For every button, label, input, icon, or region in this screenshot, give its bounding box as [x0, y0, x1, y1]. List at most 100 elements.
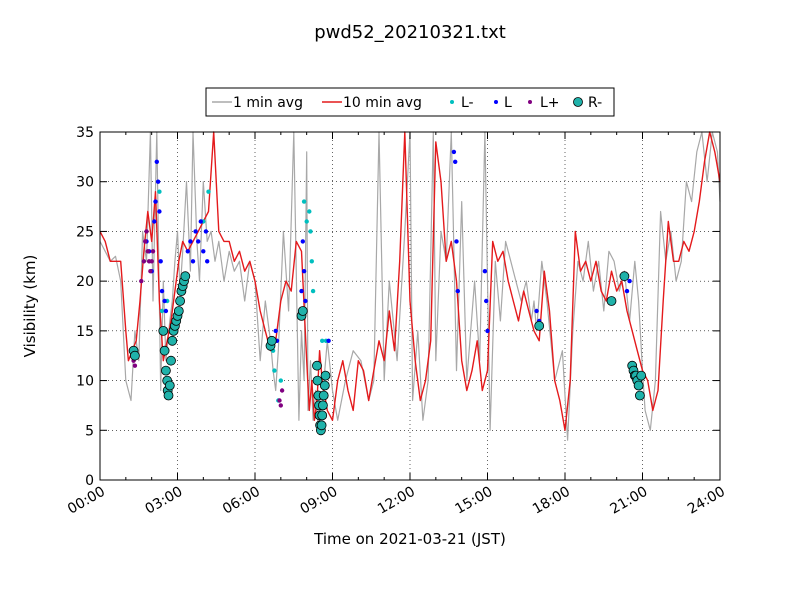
point-R-	[180, 271, 191, 282]
point-L	[484, 298, 489, 304]
y-tick-label: 30	[76, 175, 94, 191]
point-L-	[301, 199, 307, 204]
point-R-	[175, 296, 186, 306]
point-L+	[279, 388, 285, 393]
point-R-	[129, 350, 140, 361]
point-R-	[319, 380, 330, 391]
point-L+	[278, 403, 283, 408]
point-L-	[309, 259, 314, 264]
point-L	[454, 239, 459, 244]
legend: 1 min avg 10 min avg L- L L+ R-	[205, 87, 615, 117]
point-L	[198, 219, 203, 224]
legend-label-10min: 10 min avg	[343, 95, 422, 111]
legend-frame	[205, 87, 615, 117]
point-R-	[317, 400, 328, 411]
point-R-	[166, 355, 176, 366]
y-tick-label: 35	[76, 125, 94, 141]
point-L+	[277, 398, 282, 403]
point-R-	[619, 271, 630, 282]
legend-label-1min: 1 min avg	[233, 95, 303, 111]
legend-label-l-plus: L+	[540, 95, 560, 111]
y-axis-label: Visibility (km)	[21, 255, 39, 358]
point-R-	[320, 370, 331, 381]
legend-swatch-r-minus	[573, 97, 583, 107]
point-L	[627, 278, 632, 284]
point-R-	[636, 370, 647, 381]
y-tick-label: 10	[76, 374, 94, 390]
point-R-	[312, 375, 323, 386]
point-L-	[320, 338, 325, 343]
point-L-	[206, 189, 211, 194]
point-L	[193, 229, 198, 234]
point-R-	[158, 325, 169, 336]
point-L+	[145, 249, 150, 254]
point-R-	[633, 380, 644, 391]
point-R-	[159, 345, 170, 356]
point-R-	[635, 390, 645, 401]
point-L	[196, 239, 201, 244]
y-tick-label: 0	[85, 473, 94, 489]
point-L+	[143, 239, 148, 244]
point-L	[455, 288, 460, 294]
point-L-	[278, 378, 283, 383]
point-L	[185, 249, 190, 254]
point-R-	[173, 306, 184, 316]
point-L	[482, 269, 488, 274]
point-L	[303, 298, 308, 304]
point-L	[485, 328, 490, 334]
point-L+	[149, 259, 154, 264]
point-L	[153, 199, 158, 204]
point-R-	[316, 420, 327, 431]
point-L	[453, 159, 458, 164]
point-L	[451, 149, 457, 155]
point-L	[159, 288, 165, 294]
point-L+	[139, 278, 144, 284]
point-L-	[308, 229, 313, 234]
legend-label-l: L	[504, 95, 512, 111]
point-L	[154, 159, 159, 164]
point-R-	[606, 296, 617, 306]
point-L	[534, 308, 539, 314]
point-L+	[144, 229, 149, 234]
point-R-	[164, 380, 175, 391]
y-tick-label: 25	[76, 224, 94, 240]
point-L	[188, 239, 193, 244]
point-L	[273, 328, 278, 334]
point-R-	[317, 410, 328, 421]
point-L	[190, 259, 196, 264]
point-L-	[157, 189, 162, 194]
legend-label-r-minus: R-	[588, 95, 602, 111]
point-R-	[297, 306, 308, 316]
point-L+	[150, 249, 156, 254]
legend-swatch-l-minus	[450, 100, 454, 104]
grid	[100, 132, 720, 480]
point-L+	[141, 259, 147, 264]
point-L	[158, 259, 163, 264]
y-tick-label: 20	[76, 274, 94, 290]
legend-swatch-l-plus	[528, 100, 532, 104]
point-L	[157, 209, 162, 214]
legend-label-l-minus: L-	[461, 95, 474, 111]
point-L-	[307, 209, 312, 214]
point-L-	[304, 219, 309, 224]
point-R-	[266, 335, 277, 346]
point-L	[155, 179, 161, 184]
point-R-	[318, 390, 329, 401]
point-L+	[132, 363, 138, 368]
point-L+	[148, 269, 153, 274]
point-L	[152, 219, 157, 224]
point-L	[624, 288, 630, 294]
x-axis-label: Time on 2021-03-21 (JST)	[313, 530, 506, 548]
point-L	[299, 288, 304, 294]
point-L	[301, 269, 307, 274]
point-L	[163, 308, 169, 314]
point-R-	[312, 360, 322, 371]
point-R-	[160, 365, 171, 376]
legend-swatch-l	[494, 100, 498, 104]
point-R-	[167, 335, 178, 346]
chart-title: pwd52_20210321.txt	[314, 22, 506, 43]
point-R-	[534, 320, 545, 331]
plot-area: 00:00 03:00 06:00 09:00 12:00 15:00 18:00 21:00…	[65, 125, 728, 518]
point-L	[300, 239, 305, 244]
